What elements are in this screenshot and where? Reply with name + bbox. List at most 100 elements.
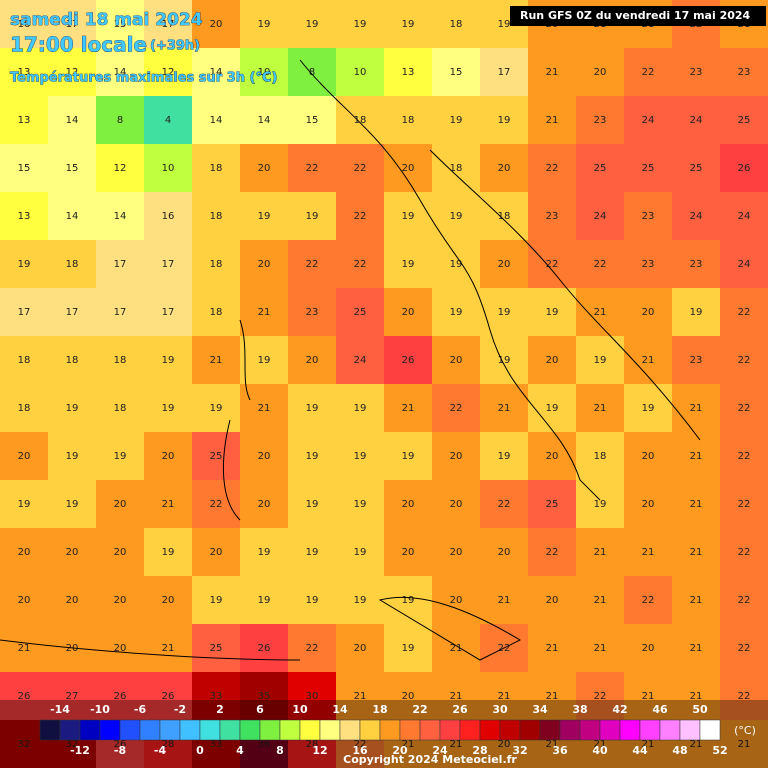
temp-cell	[672, 336, 721, 385]
legend-swatch	[339, 719, 361, 741]
temp-cell	[432, 0, 481, 49]
temp-value: 21	[690, 643, 703, 654]
legend-swatch	[199, 719, 221, 741]
temp-cell	[240, 384, 289, 433]
temp-cell	[576, 192, 625, 241]
temp-value: 19	[498, 307, 511, 318]
temp-cell	[720, 96, 768, 145]
temp-value: 19	[258, 211, 271, 222]
temp-cell	[48, 336, 97, 385]
temp-value: 23	[738, 67, 751, 78]
lead-time: (+39h)	[150, 39, 200, 54]
temp-cell	[624, 384, 673, 433]
temp-value: 21	[546, 691, 559, 702]
legend-swatch	[559, 719, 581, 741]
temp-value: 21	[642, 739, 655, 750]
temp-value: 19	[402, 643, 415, 654]
temp-value: 30	[306, 691, 319, 702]
temp-cell	[720, 240, 768, 289]
legend-label: 48	[672, 744, 687, 757]
temp-value: 19	[18, 259, 31, 270]
temp-cell	[96, 144, 145, 193]
temp-cell	[0, 576, 49, 625]
temp-value: 19	[498, 19, 511, 30]
temp-value: 21	[690, 691, 703, 702]
temp-value: 19	[66, 451, 79, 462]
legend-swatch	[579, 719, 601, 741]
temp-cell	[288, 96, 337, 145]
temp-cell	[144, 144, 193, 193]
temp-value: 21	[162, 643, 175, 654]
temp-cell	[240, 0, 289, 49]
legend-label: 38	[572, 703, 587, 716]
temp-value: 20	[498, 739, 511, 750]
temp-cell	[192, 624, 241, 673]
temp-value: 17	[162, 307, 175, 318]
temp-value: 18	[210, 163, 223, 174]
temp-value: 19	[306, 211, 319, 222]
temp-value: 19	[210, 595, 223, 606]
temp-cell	[0, 480, 49, 529]
temp-cell	[720, 480, 768, 529]
temp-cell	[672, 432, 721, 481]
temp-value: 33	[210, 739, 223, 750]
temp-cell	[576, 672, 625, 721]
legend-swatch	[679, 719, 701, 741]
temp-cell	[48, 240, 97, 289]
temp-value: 19	[306, 19, 319, 30]
temp-cell	[720, 192, 768, 241]
temp-cell	[432, 48, 481, 97]
temp-value: 21	[450, 739, 463, 750]
temp-cell	[288, 288, 337, 337]
temp-cell	[576, 528, 625, 577]
temp-cell	[432, 432, 481, 481]
temp-cell	[96, 240, 145, 289]
temp-cell	[480, 144, 529, 193]
temp-cell	[720, 384, 768, 433]
temp-value: 19	[162, 547, 175, 558]
temp-value: 20	[402, 691, 415, 702]
legend-label: 18	[372, 703, 387, 716]
legend-swatch	[419, 719, 441, 741]
temp-value: 22	[738, 499, 751, 510]
temp-cell	[624, 576, 673, 625]
temp-value: 19	[354, 19, 367, 30]
temp-cell	[480, 96, 529, 145]
temp-cell	[0, 672, 49, 721]
temp-value: 19	[450, 115, 463, 126]
temp-value: 22	[450, 403, 463, 414]
temp-value: 19	[450, 211, 463, 222]
temp-cell	[624, 480, 673, 529]
temp-value: 20	[114, 595, 127, 606]
temp-value: 25	[690, 163, 703, 174]
temp-cell	[528, 192, 577, 241]
legend-swatch	[459, 719, 481, 741]
temp-value: 22	[546, 547, 559, 558]
temp-cell	[240, 240, 289, 289]
temp-value: 22	[738, 451, 751, 462]
temp-value: 22	[738, 547, 751, 558]
temp-cell	[96, 0, 145, 49]
temp-value: 19	[114, 451, 127, 462]
temp-cell	[288, 480, 337, 529]
temp-value: 21	[498, 403, 511, 414]
legend-swatch	[359, 719, 381, 741]
temp-value: 21	[690, 451, 703, 462]
legend-swatch	[619, 719, 641, 741]
temp-value: 21	[690, 739, 703, 750]
temp-value: 19	[258, 547, 271, 558]
temp-cell	[720, 576, 768, 625]
temp-cell	[384, 336, 433, 385]
temp-cell	[624, 240, 673, 289]
temp-cell	[240, 288, 289, 337]
legend-label: -2	[174, 703, 186, 716]
temp-cell	[240, 96, 289, 145]
temp-value: 19	[594, 355, 607, 366]
temp-value: 22	[354, 211, 367, 222]
legend-swatch	[639, 719, 661, 741]
temp-value: 18	[354, 115, 367, 126]
temp-cell	[48, 528, 97, 577]
field-name: Températures maximales sur 3h (°C)	[10, 71, 277, 86]
temp-value: 4	[165, 115, 171, 126]
temp-value: 19	[354, 451, 367, 462]
